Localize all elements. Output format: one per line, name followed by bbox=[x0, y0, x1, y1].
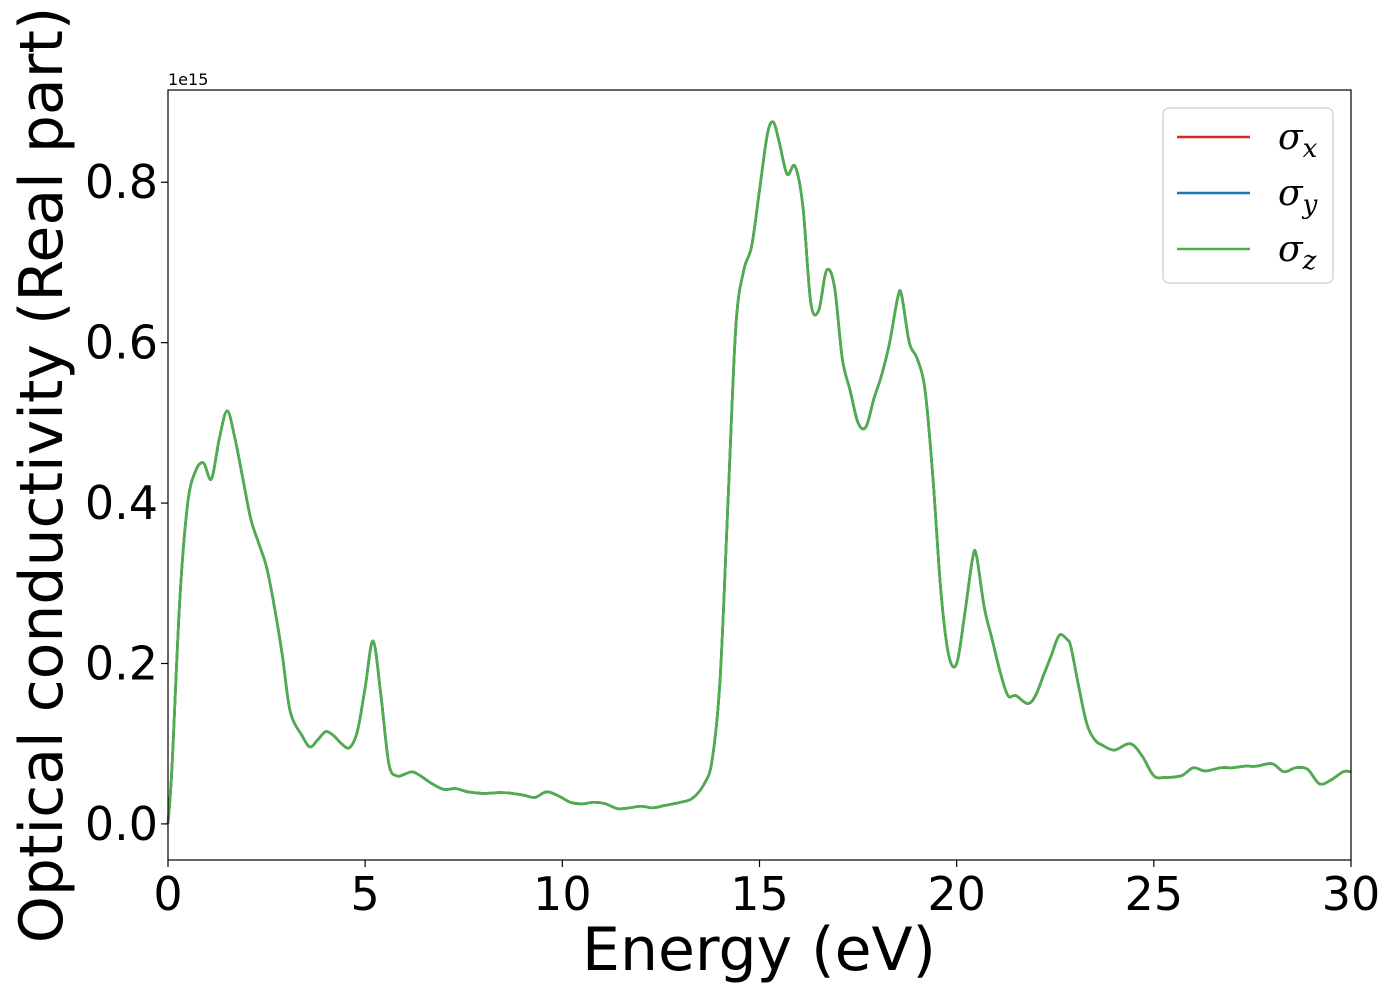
y-offset-label: 1e15 bbox=[168, 70, 208, 89]
plot-lines bbox=[166, 120, 1352, 825]
y-axis-label: Optical conductivity (Real part) bbox=[7, 7, 77, 944]
x-tick-label: 25 bbox=[1125, 867, 1184, 921]
x-tick-label: 0 bbox=[153, 867, 182, 921]
legend-label-z: σz bbox=[1278, 229, 1317, 276]
x-axis: 0 5 10 15 20 25 30 bbox=[153, 860, 1380, 921]
x-tick-label: 15 bbox=[730, 867, 789, 921]
y-tick-label: 0.0 bbox=[85, 797, 158, 851]
x-tick-label: 5 bbox=[351, 867, 380, 921]
y-tick-label: 0.6 bbox=[85, 316, 158, 370]
x-axis-label: Energy (eV) bbox=[582, 915, 936, 985]
legend: σx σy σz bbox=[1162, 107, 1334, 284]
legend-label-y: σy bbox=[1278, 173, 1318, 220]
y-tick-label: 0.8 bbox=[85, 155, 158, 209]
y-tick-label: 0.2 bbox=[85, 636, 158, 690]
legend-label-x: σx bbox=[1278, 117, 1318, 164]
y-axis: 0.0 0.2 0.4 0.6 0.8 bbox=[85, 155, 168, 851]
x-tick-label: 30 bbox=[1322, 867, 1381, 921]
x-tick-label: 10 bbox=[533, 867, 592, 921]
legend-frame bbox=[1162, 107, 1334, 284]
series-line-z bbox=[166, 120, 1352, 825]
y-tick-label: 0.4 bbox=[85, 476, 158, 530]
x-tick-label: 20 bbox=[927, 867, 986, 921]
